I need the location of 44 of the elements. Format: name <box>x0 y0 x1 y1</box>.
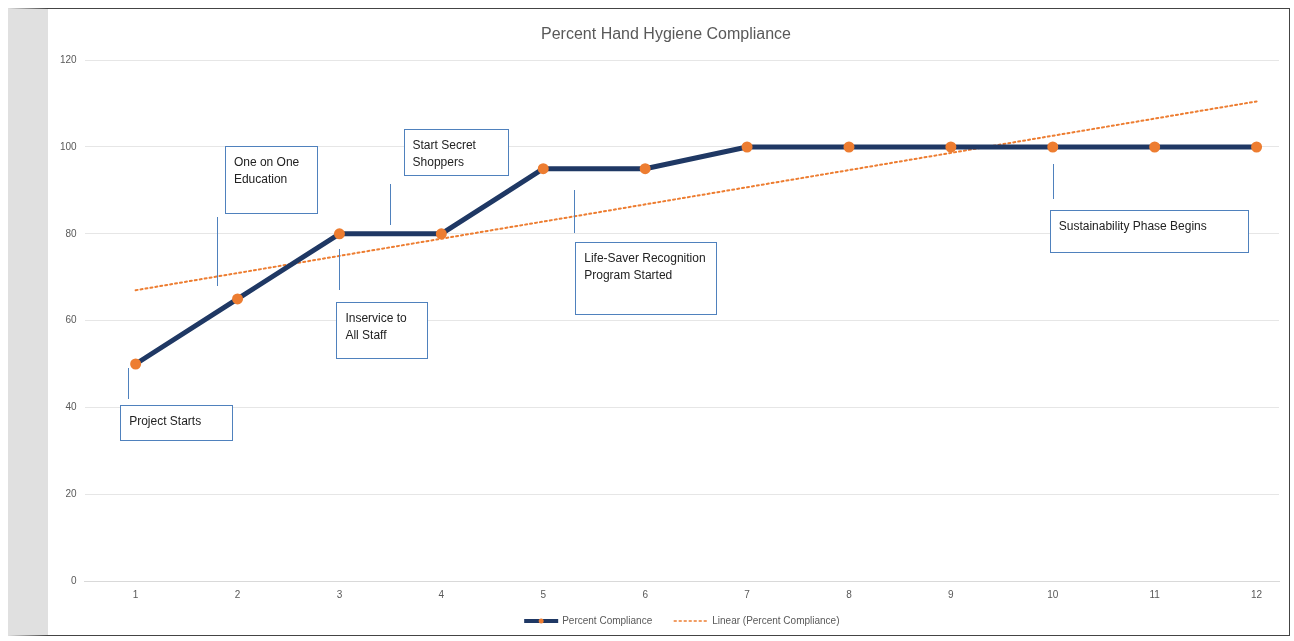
callout-box: One on One Education <box>217 146 319 286</box>
point <box>1047 141 1059 153</box>
legend-label: Linear (Percent Compliance) <box>712 614 840 626</box>
callout-box: Project Starts <box>120 368 233 441</box>
callout-box: Start Secret Shoppers <box>390 128 510 226</box>
x-tick-label: 1 <box>132 588 139 600</box>
annotation: Project Starts <box>120 405 233 441</box>
annotation: Start Secret Shoppers <box>403 128 510 177</box>
point <box>639 163 651 175</box>
annotation: Life-Saver Recognition Program Started <box>575 242 717 316</box>
x-tick-label: 9 <box>948 588 955 600</box>
x-tick-label: 2 <box>234 588 241 600</box>
legend-label: Percent Compliance <box>562 614 653 626</box>
y-tick-label: 120 <box>60 53 78 65</box>
annotation: Sustainability Phase Begins <box>1049 209 1249 253</box>
x-tick-label: 4 <box>438 588 445 600</box>
point <box>945 141 957 153</box>
x-tick-label: 6 <box>642 588 649 600</box>
point <box>741 141 753 153</box>
chart-title: Percent Hand Hygiene Compliance <box>541 25 792 43</box>
x-tick-label: 7 <box>744 588 751 600</box>
x-tick-label: 10 <box>1047 588 1059 600</box>
y-tick-label: 60 <box>65 314 78 326</box>
annotation: Inservice to All Staff <box>336 302 428 360</box>
x-tick-label: 8 <box>846 588 853 600</box>
point <box>232 293 244 305</box>
x-tick-label: 3 <box>336 588 343 600</box>
point <box>537 163 549 175</box>
point <box>843 141 855 153</box>
y-tick-label: 80 <box>65 227 78 239</box>
y-tick-label: 0 <box>71 574 78 586</box>
point <box>435 228 447 240</box>
callout-box: Sustainability Phase Begins <box>1049 164 1249 253</box>
x-tick-label: 5 <box>540 588 547 600</box>
y-tick-label: 40 <box>65 401 78 413</box>
x-tick-label: 11 <box>1149 588 1161 600</box>
point <box>333 228 345 240</box>
annotation: One on One Education <box>224 146 319 214</box>
y-tick-label: 100 <box>60 140 78 152</box>
point <box>130 358 142 370</box>
point <box>1149 141 1161 153</box>
point <box>1251 141 1263 153</box>
y-tick-label: 20 <box>65 487 78 499</box>
x-tick-label: 12 <box>1251 588 1263 600</box>
